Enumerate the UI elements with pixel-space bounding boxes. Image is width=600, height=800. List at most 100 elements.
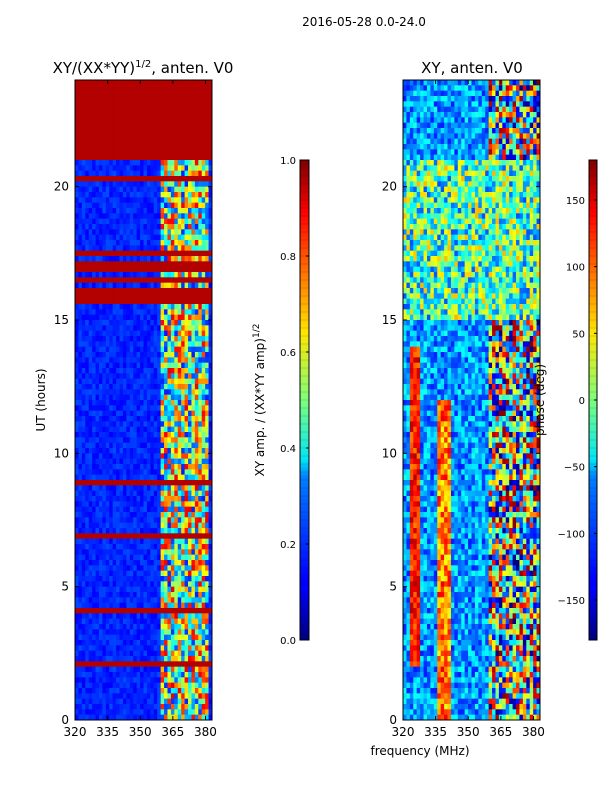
heatmap-cell bbox=[95, 517, 100, 524]
heatmap-cell bbox=[81, 304, 86, 310]
heatmap-cell bbox=[122, 666, 127, 673]
heatmap-cell bbox=[167, 677, 172, 684]
heatmap-cell bbox=[75, 154, 79, 161]
heatmap-cell bbox=[129, 533, 134, 540]
heatmap-cell bbox=[198, 693, 203, 700]
heatmap-cell bbox=[85, 122, 90, 129]
heatmap-cell bbox=[150, 677, 155, 684]
heatmap-cell bbox=[188, 602, 192, 609]
heatmap-cell bbox=[164, 528, 168, 534]
heatmap-cell bbox=[188, 256, 192, 262]
heatmap-cell bbox=[98, 176, 103, 182]
heatmap-cell bbox=[116, 373, 120, 380]
heatmap-cell bbox=[92, 192, 96, 198]
heatmap-cell bbox=[150, 453, 155, 460]
heatmap-cell bbox=[95, 618, 100, 625]
heatmap-cell bbox=[122, 410, 127, 417]
heatmap-cell bbox=[184, 512, 189, 518]
heatmap-cell bbox=[188, 373, 192, 380]
heatmap-cell bbox=[198, 234, 203, 241]
heatmap-cell bbox=[116, 282, 120, 289]
heatmap-cell bbox=[160, 672, 165, 678]
heatmap-cell bbox=[92, 138, 96, 145]
heatmap-cell bbox=[191, 240, 196, 246]
heatmap-cell bbox=[102, 437, 107, 444]
heatmap-cell bbox=[140, 533, 144, 540]
heatmap-cell bbox=[129, 405, 134, 412]
heatmap-cell bbox=[177, 496, 182, 502]
heatmap-cell bbox=[191, 565, 196, 572]
heatmap-cell bbox=[184, 149, 189, 156]
heatmap-cell bbox=[112, 138, 117, 145]
heatmap-cell bbox=[92, 453, 96, 460]
heatmap-cell bbox=[150, 458, 155, 465]
heatmap-cell bbox=[160, 96, 165, 102]
heatmap-cell bbox=[153, 469, 158, 476]
heatmap-cell bbox=[109, 629, 114, 636]
heatmap-cell bbox=[153, 661, 158, 668]
heatmap-cell bbox=[109, 544, 114, 550]
heatmap-cell bbox=[122, 186, 127, 193]
heatmap-cell bbox=[85, 165, 90, 172]
heatmap-cell bbox=[194, 405, 199, 412]
heatmap-cell bbox=[146, 634, 151, 641]
heatmap-cell bbox=[133, 565, 138, 572]
heatmap-cell bbox=[184, 234, 189, 241]
heatmap-cell bbox=[181, 474, 185, 481]
heatmap-cell bbox=[194, 565, 199, 572]
heatmap-cell bbox=[122, 250, 127, 257]
heatmap-cell bbox=[81, 442, 86, 449]
heatmap-cell bbox=[440, 85, 445, 92]
heatmap-cell bbox=[112, 298, 117, 305]
heatmap-cell bbox=[146, 90, 151, 97]
heatmap-cell bbox=[153, 672, 158, 678]
heatmap-cell bbox=[112, 442, 117, 449]
heatmap-cell bbox=[109, 437, 114, 444]
heatmap-cell bbox=[191, 512, 196, 518]
heatmap-cell bbox=[181, 554, 185, 561]
heatmap-cell bbox=[188, 469, 192, 476]
heatmap-cell bbox=[105, 224, 110, 230]
heatmap-cell bbox=[191, 170, 196, 177]
heatmap-cell bbox=[160, 256, 165, 262]
heatmap-cell bbox=[143, 282, 148, 289]
heatmap-cell bbox=[198, 154, 203, 161]
heatmap-cell bbox=[116, 544, 120, 550]
heatmap-cell bbox=[78, 650, 83, 657]
heatmap-cell bbox=[75, 426, 79, 433]
heatmap-cell bbox=[122, 528, 127, 534]
heatmap-cell bbox=[75, 458, 79, 465]
heatmap-cell bbox=[201, 688, 206, 694]
heatmap-cell bbox=[153, 533, 158, 540]
phase-title: XY, anten. V0 bbox=[421, 59, 523, 77]
heatmap-cell bbox=[164, 154, 168, 161]
heatmap-cell bbox=[174, 512, 179, 518]
heatmap-cell bbox=[157, 357, 162, 364]
heatmap-cell bbox=[116, 170, 120, 177]
heatmap-cell bbox=[122, 682, 127, 689]
heatmap-cell bbox=[164, 176, 168, 182]
heatmap-cell bbox=[116, 672, 120, 678]
heatmap-cell bbox=[208, 245, 213, 252]
heatmap-cell bbox=[102, 186, 107, 193]
heatmap-cell bbox=[102, 85, 107, 92]
heatmap-cell bbox=[153, 480, 158, 486]
heatmap-cell bbox=[184, 570, 189, 577]
heatmap-cell bbox=[146, 528, 151, 534]
heatmap-cell bbox=[191, 352, 196, 358]
heatmap-cell bbox=[102, 709, 107, 716]
heatmap-cell bbox=[85, 304, 90, 310]
heatmap-cell bbox=[157, 592, 162, 598]
heatmap-cell bbox=[105, 560, 110, 566]
heatmap-cell bbox=[85, 416, 90, 422]
heatmap-cell bbox=[105, 288, 110, 294]
heatmap-cell bbox=[167, 144, 172, 150]
heatmap-cell bbox=[122, 293, 127, 300]
heatmap-cell bbox=[116, 250, 120, 257]
heatmap-cell bbox=[112, 501, 117, 508]
heatmap-cell bbox=[146, 581, 151, 588]
heatmap-cell bbox=[181, 448, 185, 454]
heatmap-cell bbox=[81, 682, 86, 689]
heatmap-cell bbox=[170, 352, 175, 358]
heatmap-cell bbox=[78, 250, 83, 257]
